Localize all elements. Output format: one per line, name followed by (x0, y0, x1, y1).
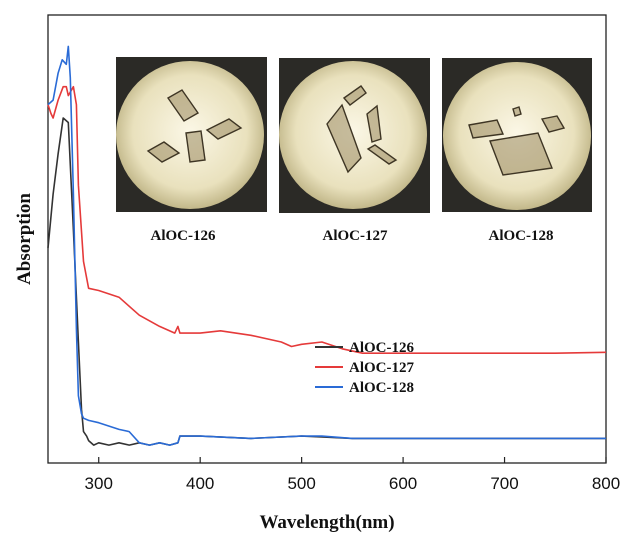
micrograph-caption-aloc-126: AlOC-126 (151, 228, 216, 244)
series-layer (47, 45, 607, 446)
series-line-aloc-128 (47, 45, 606, 446)
x-tick-label-600: 600 (389, 474, 417, 493)
micrograph-caption-aloc-128: AlOC-128 (489, 228, 554, 244)
legend: AlOC-126 AlOC-127 AlOC-128 (315, 340, 414, 396)
micrograph-aloc-126 (116, 57, 267, 212)
micrograph-caption-aloc-127: AlOC-127 (323, 228, 388, 244)
legend-label-aloc-128: AlOC-128 (349, 380, 414, 396)
x-tick-label-700: 700 (490, 474, 518, 493)
micrograph-aloc-128 (442, 58, 592, 212)
y-axis-title: Absorption (14, 193, 35, 285)
legend-label-aloc-127: AlOC-127 (349, 360, 414, 376)
x-tick-label-400: 400 (186, 474, 214, 493)
series-line-aloc-127 (47, 85, 607, 354)
x-tick-label-300: 300 (85, 474, 113, 493)
x-tick-label-500: 500 (287, 474, 315, 493)
x-tick-label-800: 800 (592, 474, 620, 493)
x-axis-ticks: 300 400 500 600 700 800 (85, 457, 620, 493)
micrograph-aloc-127 (279, 58, 430, 213)
plot-frame (47, 14, 607, 464)
legend-label-aloc-126: AlOC-126 (349, 340, 414, 356)
x-axis-title: Wavelength(nm) (259, 512, 394, 533)
